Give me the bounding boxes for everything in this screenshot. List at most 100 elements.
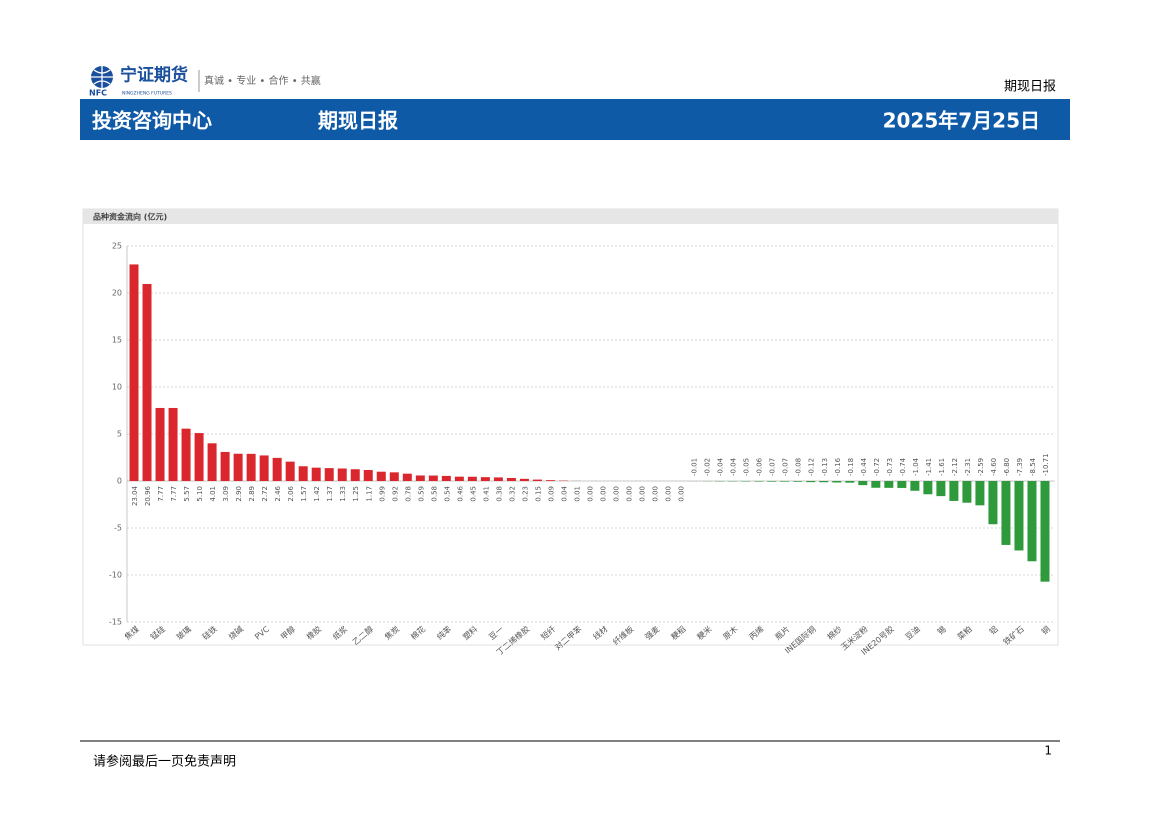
bar [767, 481, 777, 482]
bar [884, 481, 894, 488]
banner-date: 2025年7月25日 [883, 109, 1040, 133]
bar [402, 473, 412, 481]
value-label: -0.07 [782, 458, 790, 476]
value-label: -2.12 [951, 458, 959, 476]
bar [155, 407, 165, 481]
value-label: -0.18 [847, 458, 855, 476]
bar [1040, 481, 1050, 582]
bar [897, 481, 907, 488]
value-label: 1.17 [365, 486, 373, 502]
bar [754, 481, 764, 482]
bar [298, 466, 308, 481]
bar [168, 407, 178, 481]
logo-en: NINGZHENG FUTURES [122, 91, 172, 97]
bar [819, 481, 829, 483]
value-label: 1.37 [326, 486, 334, 502]
bar [389, 472, 399, 481]
value-label: -0.08 [795, 458, 803, 476]
value-label: -0.72 [873, 458, 881, 476]
value-label: 1.25 [352, 486, 360, 502]
y-tick-label: 20 [112, 289, 122, 298]
value-label: -8.54 [1029, 457, 1037, 476]
bar [181, 428, 191, 481]
value-label: 0.58 [430, 486, 438, 502]
value-label: -0.12 [808, 458, 816, 476]
value-label: 7.77 [170, 486, 178, 502]
value-label: -1.04 [912, 457, 920, 476]
slogan: 真诚 • 专业 • 合作 • 共赢 [204, 74, 321, 87]
value-label: 0.38 [495, 486, 503, 502]
bar [246, 453, 256, 481]
value-label: 1.33 [339, 486, 347, 502]
y-tick-label: -10 [109, 571, 122, 580]
banner-title: 期现日报 [318, 109, 398, 133]
bar [988, 481, 998, 525]
bar [493, 477, 503, 481]
bar [454, 476, 464, 481]
value-label: 0.92 [391, 486, 399, 502]
bar [1014, 481, 1024, 551]
page-number: 1 [1044, 744, 1052, 758]
bar [962, 481, 972, 503]
y-tick-label: -15 [109, 618, 122, 627]
logo-globe-lines [91, 66, 113, 88]
value-label: 0.09 [547, 486, 555, 502]
bar [871, 481, 881, 488]
value-label: 0.15 [534, 486, 542, 502]
value-label: 5.10 [196, 486, 204, 502]
bar [259, 455, 269, 481]
value-label: -2.31 [964, 458, 972, 476]
value-label: 4.01 [209, 486, 217, 502]
bar [415, 475, 425, 481]
bar [793, 481, 803, 482]
x-tick-label: 锡 [936, 625, 948, 637]
bar [311, 467, 321, 481]
value-label: 1.42 [313, 486, 321, 502]
bar [532, 479, 542, 481]
value-label: 2.72 [261, 486, 269, 502]
value-label: 2.89 [248, 486, 256, 502]
banner [80, 99, 1070, 140]
logo-abbr: NFC [89, 89, 107, 98]
bar [220, 451, 230, 481]
y-tick-label: 5 [117, 430, 122, 439]
value-label: 0.00 [587, 486, 595, 502]
value-label: -0.13 [821, 458, 829, 476]
value-label: 5.57 [183, 486, 191, 502]
bar [780, 481, 790, 482]
value-label: -7.39 [1016, 458, 1024, 476]
bar [506, 477, 516, 481]
report-name: 期现日报 [1004, 80, 1056, 95]
bar [194, 433, 204, 481]
value-label: 2.90 [235, 486, 243, 502]
logo: 宁证期货 NFC NINGZHENG FUTURES 真诚 • 专业 • 合作 … [89, 65, 321, 98]
y-tick-label: 10 [112, 383, 122, 392]
y-tick-label: 15 [112, 336, 122, 345]
value-label: 0.00 [652, 486, 660, 502]
value-label: 2.46 [274, 485, 282, 501]
bar [806, 481, 816, 483]
value-label: 1.57 [300, 486, 308, 502]
value-label: 0.00 [600, 486, 608, 502]
y-tick-label: 25 [112, 242, 122, 251]
value-label: 0.04 [560, 485, 568, 501]
value-label: 2.06 [287, 485, 295, 501]
value-label: 0.41 [482, 486, 490, 502]
value-label: -0.07 [769, 458, 777, 476]
value-label: -1.61 [938, 458, 946, 476]
bar [272, 457, 282, 481]
bar [519, 478, 529, 481]
value-label: 0.00 [678, 486, 686, 502]
value-label: -0.04 [730, 457, 738, 476]
value-label: -0.06 [756, 457, 764, 476]
bar [545, 480, 555, 481]
value-label: -10.71 [1042, 453, 1050, 476]
value-label: 0.59 [417, 486, 425, 502]
value-label: -0.01 [691, 458, 699, 476]
value-label: -0.74 [899, 457, 907, 476]
bar [376, 471, 386, 481]
value-label: 20.96 [144, 485, 152, 506]
y-tick-label: -5 [114, 524, 122, 533]
value-label: 0.45 [469, 486, 477, 502]
